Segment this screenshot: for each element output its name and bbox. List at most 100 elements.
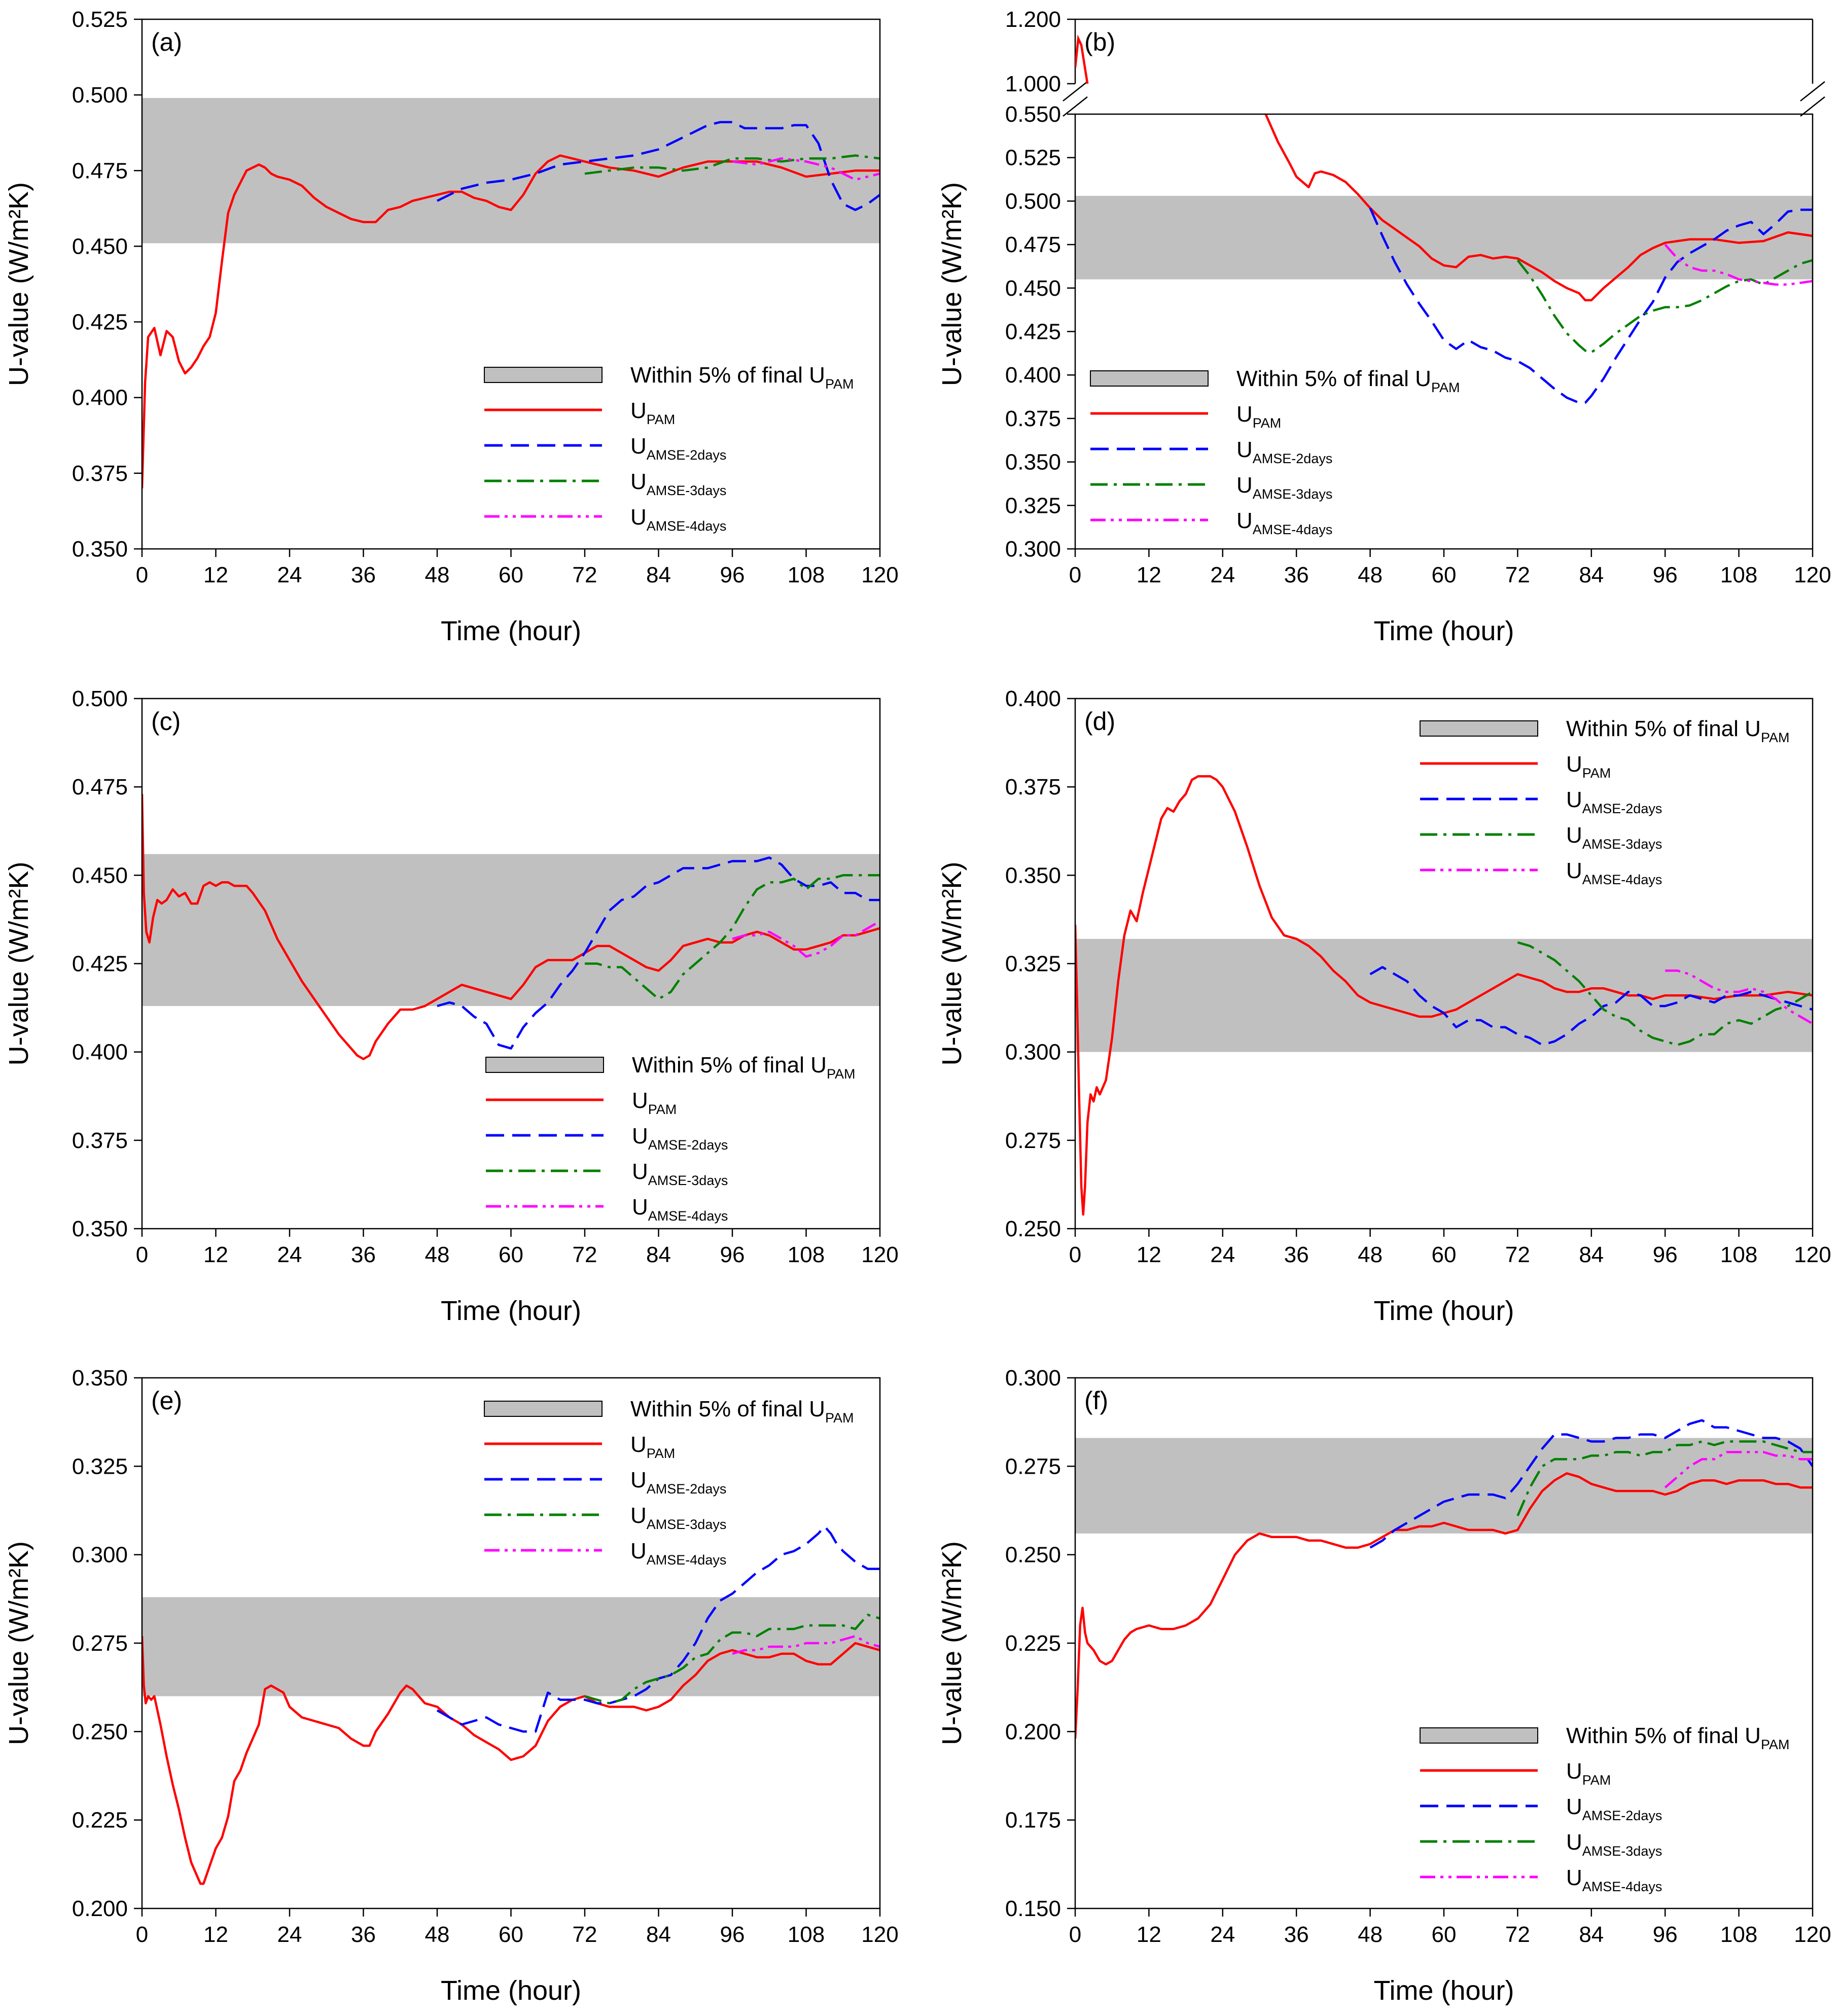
series-uamse-4days	[732, 1635, 880, 1655]
series-upam	[142, 154, 880, 489]
legend-amse4-label: UAMSE-4days	[1566, 1865, 1662, 1894]
x-tick-label: 96	[1653, 1242, 1678, 1267]
x-tick-label: 60	[1432, 1922, 1457, 1947]
series-uamse-3days	[1517, 941, 1813, 1046]
x-tick-label: 36	[1284, 563, 1309, 587]
x-tick-label: 12	[203, 563, 228, 587]
panel-f: 0 12 24 36 48 60 72 84 96 108 120 0.150 0.175 0.200 0.…	[937, 1366, 1831, 2006]
legend-band-swatch	[485, 1057, 604, 1073]
legend-amse2-label: UAMSE-2days	[1566, 1794, 1662, 1823]
y-tick-label: 0.525	[1005, 146, 1061, 170]
series-upam	[142, 794, 880, 1060]
x-tick-label: 84	[646, 1922, 671, 1947]
legend-f: Within 5% of final UPAM UPAM UAMSE-2days UA…	[1420, 1723, 1789, 1894]
legend-band-swatch	[1420, 1727, 1538, 1744]
panel-label: (c)	[151, 707, 181, 736]
legend-amse4-label: UAMSE-4days	[630, 505, 726, 534]
legend-amse3-label: UAMSE-3days	[1566, 1830, 1662, 1859]
x-tick-label: 12	[1137, 1242, 1161, 1267]
legend-band-label: Within 5% of final UPAM	[1566, 716, 1789, 745]
legend-pam-label: UPAM	[630, 398, 675, 427]
y-tick-label: 0.325	[1005, 952, 1061, 977]
series-upam	[142, 1636, 880, 1885]
x-tick-label: 120	[861, 1242, 898, 1267]
y-tick-label: 0.450	[72, 234, 128, 259]
legend-b: Within 5% of final UPAM UPAM UAMSE-2days UA…	[1090, 366, 1460, 537]
legend-band-swatch	[1090, 370, 1209, 387]
y-axis-label: U-value (W/m²K)	[4, 182, 34, 386]
x-tick-label: 72	[1505, 563, 1530, 587]
x-tick-label: 24	[277, 1922, 302, 1947]
series-uamse-3days	[584, 154, 880, 175]
y-tick-label: 0.500	[1005, 189, 1061, 214]
x-tick-label: 60	[499, 1922, 523, 1947]
series-uamse-4days	[1664, 244, 1813, 286]
y-tick-label: 0.375	[72, 1128, 128, 1153]
y-tick-label: 1.200	[1005, 7, 1061, 32]
y-tick-label: 0.425	[72, 310, 128, 335]
y-tick-label: 0.475	[72, 775, 128, 800]
band-within-5pct	[1075, 196, 1813, 280]
x-axis-label: Time (hour)	[1373, 1296, 1514, 1326]
x-tick-label: 48	[1358, 1922, 1383, 1947]
x-tick-label: 12	[1137, 563, 1161, 587]
legend-a: Within 5% of final UPAM UPAM UAMSE-2days UA…	[484, 363, 854, 534]
y-tick-label: 0.350	[72, 1216, 128, 1241]
y-tick-label: 0.325	[1005, 493, 1061, 518]
legend-amse3-label: UAMSE-3days	[630, 1503, 726, 1532]
legend-pam-label: UPAM	[1566, 1759, 1611, 1788]
legend-band-label: Within 5% of final UPAM	[630, 1397, 854, 1426]
x-tick-label: 72	[573, 563, 597, 587]
x-tick-label: 108	[788, 1922, 825, 1947]
x-tick-label: 48	[1358, 563, 1383, 587]
y-tick-label: 0.350	[1005, 863, 1061, 888]
y-tick-label: 0.400	[72, 1040, 128, 1065]
legend-amse2-label: UAMSE-2days	[632, 1124, 728, 1153]
x-tick-label: 108	[1720, 1922, 1757, 1947]
x-tick-label: 96	[1653, 1922, 1678, 1947]
y-tick-label: 0.500	[72, 83, 128, 108]
x-tick-label: 108	[788, 1242, 825, 1267]
axis-break-mark	[1800, 96, 1825, 117]
y-tick-label: 0.475	[72, 158, 128, 183]
legend-pam-label: UPAM	[630, 1432, 675, 1461]
x-tick-label: 36	[351, 1922, 376, 1947]
legend-band-label: Within 5% of final UPAM	[1236, 366, 1460, 395]
y-tick-label: 0.425	[1005, 320, 1061, 344]
x-tick-label: 84	[1579, 1922, 1604, 1947]
y-tick-label: 0.225	[1005, 1631, 1061, 1656]
x-tick-label: 24	[1210, 1922, 1235, 1947]
y-tick-label: 0.400	[1005, 686, 1061, 711]
y-tick-label: 0.350	[72, 537, 128, 562]
x-axis-label: Time (hour)	[441, 1296, 581, 1326]
band-within-5pct	[1075, 1438, 1813, 1534]
series-uamse-2days	[1369, 966, 1813, 1046]
y-tick-label: 0.200	[1005, 1719, 1061, 1744]
legend-band-label: Within 5% of final UPAM	[630, 363, 854, 392]
legend-pam-label: UPAM	[632, 1088, 677, 1117]
y-tick-label: 0.400	[1005, 363, 1061, 388]
x-tick-label: 72	[573, 1242, 597, 1267]
y-tick-label: 0.500	[72, 686, 128, 711]
band-within-5pct	[142, 1597, 880, 1696]
series-uamse-2days	[437, 121, 880, 212]
x-tick-label: 36	[351, 563, 376, 587]
legend-amse2-label: UAMSE-2days	[630, 434, 726, 463]
x-tick-label: 12	[203, 1922, 228, 1947]
y-tick-label: 0.300	[1005, 1040, 1061, 1065]
series-uamse-2days	[1369, 1419, 1813, 1549]
y-tick-label: 0.450	[1005, 276, 1061, 301]
x-tick-label: 36	[1284, 1242, 1309, 1267]
x-tick-label: 36	[1284, 1922, 1309, 1947]
panel-label: (a)	[151, 28, 182, 56]
plot-frame	[1074, 113, 1814, 550]
legend-pam-label: UPAM	[1566, 752, 1611, 781]
x-tick-label: 72	[1505, 1242, 1530, 1267]
x-tick-label: 48	[425, 1922, 450, 1947]
y-tick-label: 0.150	[1005, 1896, 1061, 1921]
x-tick-label: 0	[1069, 1242, 1081, 1267]
x-tick-label: 48	[425, 1242, 450, 1267]
legend-amse2-label: UAMSE-2days	[1566, 787, 1662, 816]
x-tick-label: 24	[1210, 1242, 1235, 1267]
